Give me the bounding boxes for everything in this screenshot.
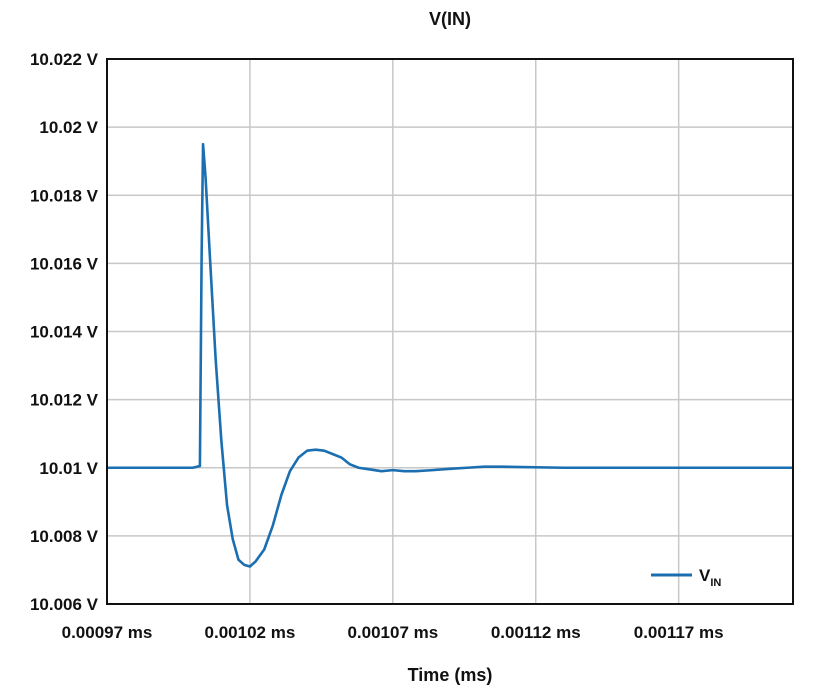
x-tick-label: 0.00102 ms: [205, 623, 296, 642]
y-tick-label: 10.008 V: [30, 527, 99, 546]
legend: VIN: [651, 566, 721, 589]
legend-label: VIN: [699, 566, 721, 589]
x-tick-label: 0.00112 ms: [491, 623, 581, 642]
y-axis: 10.006 V 10.008 V 10.01 V 10.012 V 10.014 V 1…: [30, 50, 99, 614]
y-tick-label: 10.012 V: [30, 391, 99, 410]
x-tick-label: 0.00097 ms: [62, 623, 153, 642]
x-axis-label: Time (ms): [408, 665, 493, 685]
grid: [106, 58, 793, 605]
y-tick-label: 10.014 V: [30, 323, 99, 342]
y-tick-label: 10.02 V: [39, 118, 98, 137]
x-tick-label: 0.00117 ms: [634, 623, 724, 642]
y-tick-label: 10.022 V: [30, 50, 99, 69]
y-tick-label: 10.006 V: [30, 595, 99, 614]
legend-label-subscript: IN: [710, 577, 721, 589]
y-tick-label: 10.01 V: [39, 459, 98, 478]
x-axis: 0.00097 ms 0.00102 ms 0.00107 ms 0.00112 ms…: [62, 623, 724, 642]
y-tick-label: 10.016 V: [30, 254, 99, 273]
x-tick-label: 0.00107 ms: [347, 623, 438, 642]
series-line-0: [107, 142, 793, 568]
y-tick-label: 10.018 V: [30, 186, 99, 205]
series-layer: [107, 142, 793, 568]
chart-title: V(IN): [429, 9, 471, 29]
legend-label-main: V: [699, 566, 711, 585]
plot-frame: [106, 58, 794, 605]
